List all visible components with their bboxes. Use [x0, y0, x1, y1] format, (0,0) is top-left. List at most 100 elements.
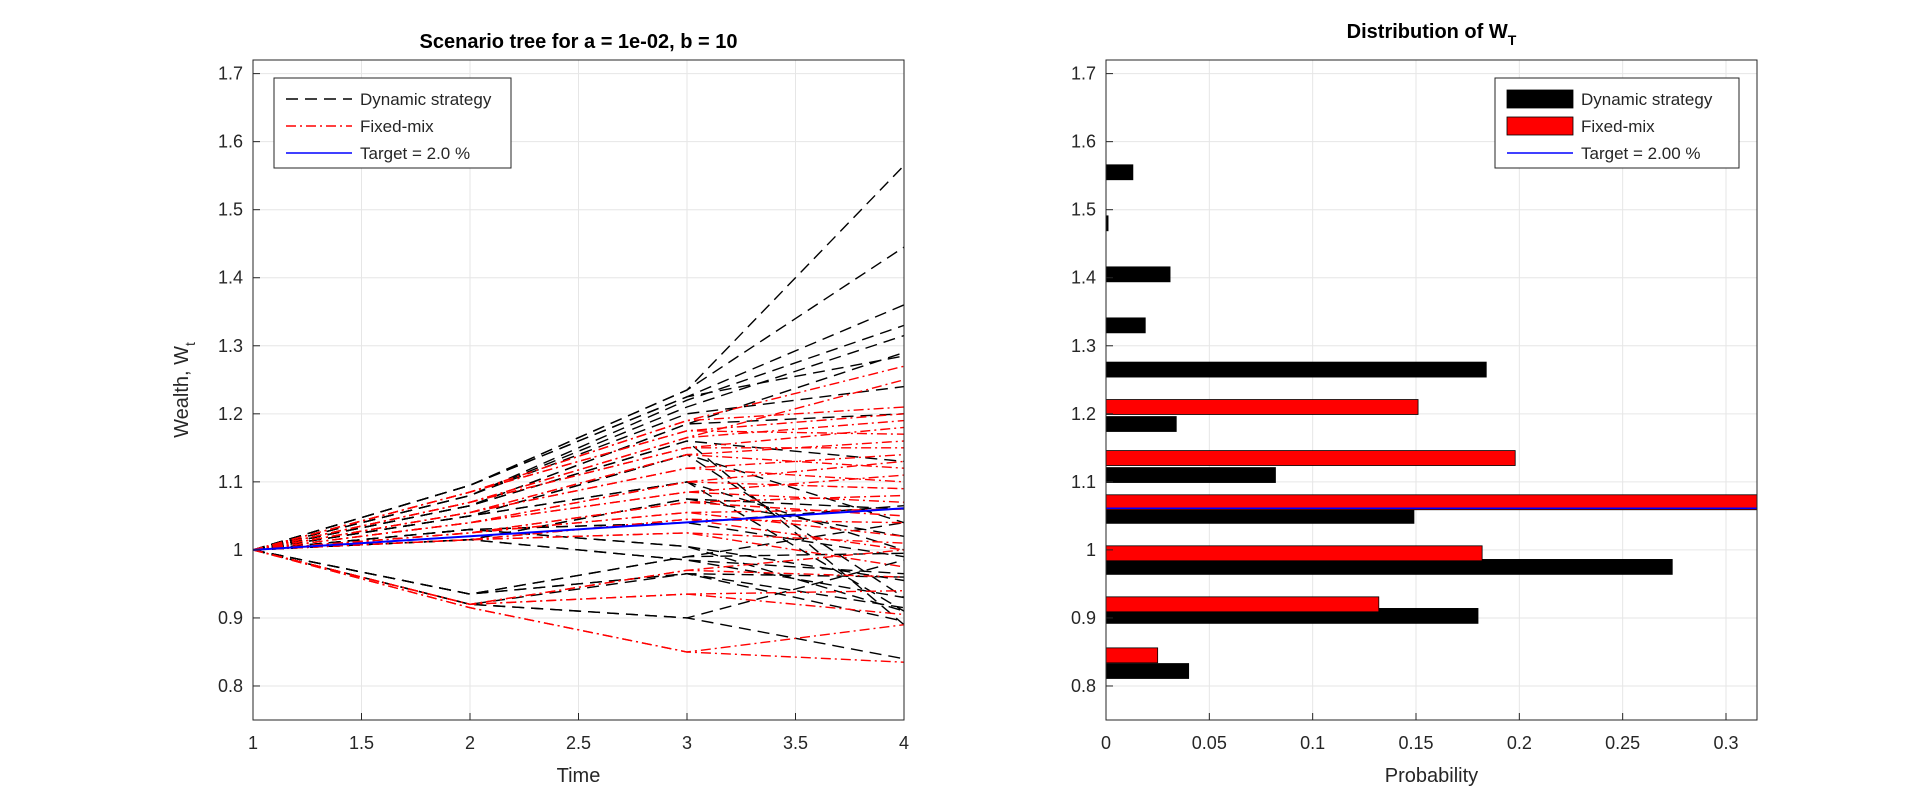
scenario-tree-y-ticks: 0.8 0.9 1 1.1 1.2 1.3 1.4 1.5 1.6 1.7	[218, 64, 260, 696]
y-tick-label: 0.8	[1071, 676, 1096, 696]
bar-fixed-mix	[1105, 450, 1516, 466]
distribution-bars	[1105, 164, 1758, 679]
y-tick-label: 1.7	[1071, 64, 1096, 84]
series-line-fixed-mix	[252, 365, 905, 551]
series-line-dynamic	[252, 538, 905, 599]
x-tick-label: 2	[465, 733, 475, 753]
legend-entry-label: Target = 2.0 %	[360, 144, 470, 163]
y-tick-label: 1.1	[1071, 472, 1096, 492]
bar-fixed-mix	[1105, 647, 1159, 664]
y-tick-label: 1.6	[1071, 132, 1096, 152]
y-tick-label: 1.7	[218, 64, 243, 84]
scenario-tree-x-axis-label: Time	[557, 765, 601, 787]
distribution-title-main: Distribution of W	[1347, 21, 1508, 43]
distribution-axes: 0 0.05 0.1 0.15 0.2 0.25 0.3 0.8 0.9 1 1.1 1.2 1.3 1…	[1071, 21, 1758, 787]
y-tick-label: 1	[233, 540, 243, 560]
series-line-fixed-mix	[252, 532, 905, 568]
bar-fixed-mix	[1105, 494, 1758, 511]
distribution-x-axis-label: Probability	[1385, 765, 1478, 787]
series-line-dynamic	[252, 440, 905, 626]
x-tick-label: 0.05	[1192, 733, 1227, 753]
scenario-tree-lines	[252, 165, 905, 663]
series-line-dynamic	[252, 498, 905, 551]
series-line-target	[252, 507, 905, 551]
series-line-dynamic	[252, 528, 905, 612]
y-tick-label: 1.2	[218, 404, 243, 424]
x-tick-label: 0.3	[1713, 733, 1738, 753]
series-line-dynamic	[252, 324, 905, 551]
distribution-axes-box	[1105, 59, 1758, 721]
x-tick-label: 0.15	[1398, 733, 1433, 753]
x-tick-label: 4	[899, 733, 909, 753]
y-tick-label: 1.5	[218, 200, 243, 220]
series-line-dynamic	[252, 334, 905, 551]
x-tick-label: 1	[248, 733, 258, 753]
distribution-legend: Dynamic strategy Fixed-mix Target = 2.00 %	[1494, 77, 1740, 169]
series-line-dynamic	[252, 549, 905, 622]
series-line-fixed-mix	[252, 491, 905, 551]
distribution-x-ticks: 0 0.05 0.1 0.15 0.2 0.25 0.3	[1101, 713, 1739, 753]
scenario-tree-y-axis-label: Wealth, Wt	[171, 342, 198, 438]
legend-patch	[1506, 89, 1574, 109]
series-line-fixed-mix	[252, 549, 905, 616]
series-line-fixed-mix	[252, 447, 904, 551]
scenario-tree-x-ticks: 1 1.5 2 2.5 3 3.5 4	[248, 713, 909, 753]
y-tick-label: 1.2	[1071, 404, 1096, 424]
y-tick-label: 0.9	[1071, 608, 1096, 628]
series-line-fixed-mix	[252, 406, 905, 551]
y-tick-label: 1.3	[218, 336, 243, 356]
series-line-dynamic	[252, 453, 905, 599]
scenario-tree-y-axis-label-subscript: t	[182, 342, 198, 346]
x-tick-label: 0	[1101, 733, 1111, 753]
scenario-tree-y-axis-label-main: Wealth, W	[171, 346, 193, 438]
series-line-fixed-mix	[252, 549, 905, 606]
series-line-fixed-mix	[252, 419, 905, 551]
y-tick-label: 1.4	[218, 268, 243, 288]
x-tick-label: 3	[682, 733, 692, 753]
bar-dynamic	[1105, 467, 1276, 483]
series-line-fixed-mix	[252, 549, 905, 663]
bar-dynamic	[1105, 164, 1134, 181]
y-tick-label: 1.5	[1071, 200, 1096, 220]
series-line-dynamic	[252, 355, 905, 551]
y-tick-label: 1	[1086, 540, 1096, 560]
series-line-dynamic	[252, 521, 905, 558]
series-line-fixed-mix	[252, 511, 905, 551]
series-line-dynamic	[252, 413, 905, 551]
legend-entry-label: Fixed-mix	[360, 117, 434, 136]
y-tick-label: 0.8	[218, 676, 243, 696]
bar-dynamic	[1105, 266, 1171, 283]
series-line-dynamic	[252, 549, 905, 609]
bar-fixed-mix	[1105, 399, 1419, 415]
bar-dynamic	[1105, 559, 1673, 575]
bar-dynamic	[1105, 416, 1177, 432]
x-tick-label: 0.25	[1605, 733, 1640, 753]
bar-dynamic	[1105, 507, 1415, 524]
distribution-title-subscript: T	[1508, 32, 1517, 48]
x-tick-label: 0.2	[1507, 733, 1532, 753]
scenario-tree-title: Scenario tree for a = 1e-02, b = 10	[420, 31, 738, 53]
bar-fixed-mix	[1105, 545, 1483, 562]
legend-patch	[1506, 116, 1574, 136]
bar-dynamic	[1105, 317, 1146, 334]
bar-dynamic	[1105, 663, 1190, 679]
bar-dynamic	[1105, 361, 1487, 378]
legend-entry-label: Fixed-mix	[1581, 117, 1655, 136]
scenario-tree-axes: 1 1.5 2 2.5 3 3.5 4 0.8 0.9 1 1.1 1.2 1.3 1.4 1.5 1.6 1…	[171, 31, 909, 787]
series-line-dynamic	[252, 549, 905, 595]
x-tick-label: 1.5	[349, 733, 374, 753]
bar-fixed-mix	[1105, 596, 1380, 613]
distribution-title: Distribution of WT	[1347, 21, 1517, 48]
legend-entry-label: Dynamic strategy	[1581, 90, 1713, 109]
y-tick-label: 1.3	[1071, 336, 1096, 356]
y-tick-label: 1.4	[1071, 268, 1096, 288]
scenario-tree-legend: Dynamic strategy Fixed-mix Target = 2.0 %	[273, 77, 512, 169]
y-tick-label: 1.6	[218, 132, 243, 152]
y-tick-label: 0.9	[218, 608, 243, 628]
x-tick-label: 0.1	[1300, 733, 1325, 753]
legend-entry-label: Dynamic strategy	[360, 90, 492, 109]
distribution-y-ticks: 0.8 0.9 1 1.1 1.2 1.3 1.4 1.5 1.6 1.7	[1071, 64, 1113, 696]
x-tick-label: 3.5	[783, 733, 808, 753]
